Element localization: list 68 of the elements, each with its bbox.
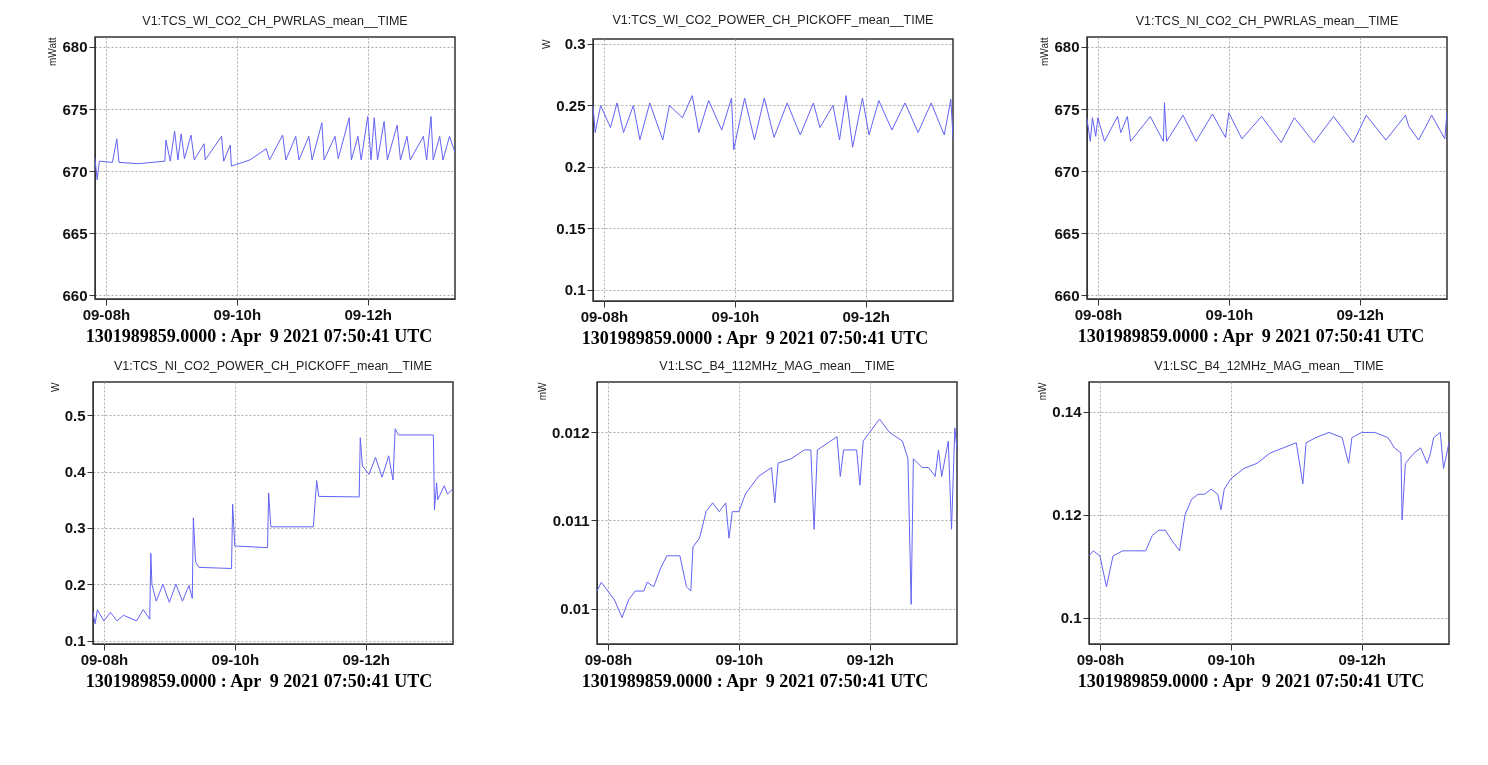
y-axis-title: W: [49, 381, 61, 392]
y-tick-label: 680: [62, 38, 88, 56]
chart-title: V1:TCS_NI_CO2_POWER_CH_PICKOFF_mean__TIME: [113, 358, 432, 373]
y-tick-label: 0.1: [1060, 609, 1082, 627]
y-axis-title: W: [541, 38, 553, 49]
x-tick-label: 09-10h: [711, 307, 760, 325]
text: 1301989859.0000 : Apr 9 2021 07:50:41 UTC: [1077, 671, 1425, 692]
x-tick-label: 09-10h: [1207, 650, 1256, 668]
y-tick-label: 0.2: [564, 158, 586, 176]
y-tick-label: 680: [1054, 38, 1080, 56]
y-tick-label: 0.12: [1052, 506, 1082, 524]
line-series: [593, 95, 953, 151]
y-tick-label: 0.012: [551, 423, 590, 441]
x-tick-label: 09-12h: [1336, 305, 1384, 323]
y-tick-label: 0.011: [552, 512, 590, 529]
chart-title: V1:TCS_NI_CO2_CH_PWRLAS_mean__TIME: [1135, 13, 1399, 28]
y-tick-label: 660: [62, 286, 88, 304]
x-tick-label: 09-10h: [211, 650, 259, 668]
y-tick-label: 0.2: [64, 575, 85, 593]
y-tick-label: 670: [1054, 162, 1080, 180]
line-series: [597, 418, 957, 619]
y-axis-title: mWatt: [47, 37, 59, 67]
text: 1301989859.0000 : Apr 9 2021 07:50:41 UTC: [581, 671, 929, 692]
line-series: [92, 428, 453, 625]
x-tick-label: 09-12h: [1338, 650, 1386, 668]
x-tick-label: 09-08h: [82, 305, 131, 323]
x-tick-label: 09-08h: [1076, 650, 1125, 668]
x-tick-label: 09-10h: [213, 305, 262, 323]
y-tick-label: 0.01: [560, 600, 590, 618]
x-tick-label: 09-08h: [1074, 305, 1123, 323]
y-axis-title: mW: [1037, 381, 1049, 401]
y-tick-label: 660: [1054, 286, 1080, 304]
line-series: [95, 115, 455, 181]
y-tick-label: 0.15: [556, 219, 586, 237]
chart-title: V1:LSC_B4_112MHz_MAG_mean__TIME: [659, 358, 895, 373]
x-tick-label: 09-08h: [584, 650, 633, 668]
y-tick-label: 675: [1054, 100, 1080, 118]
y-tick-label: 0.1: [564, 281, 586, 299]
x-tick-label: 09-10h: [1205, 305, 1254, 323]
y-axis-title: mW: [536, 381, 548, 401]
y-tick-label: 665: [62, 224, 88, 242]
y-tick-label: 670: [62, 162, 88, 180]
y-tick-label: 665: [1054, 224, 1080, 242]
y-tick-label: 0.25: [556, 96, 586, 114]
x-tick-label: 09-12h: [344, 305, 392, 323]
y-axis-title: mWatt: [1039, 37, 1051, 67]
x-tick-label: 09-12h: [842, 307, 890, 325]
line-series: [1087, 102, 1447, 144]
y-tick-label: 675: [62, 100, 88, 118]
x-tick-label: 09-12h: [846, 650, 894, 668]
x-tick-label: 09-08h: [580, 307, 629, 325]
x-tick-label: 09-10h: [715, 650, 764, 668]
y-tick-label: 0.3: [64, 519, 85, 537]
line-series: [1089, 431, 1449, 588]
y-tick-label: 0.3: [564, 35, 586, 53]
text: 1301989859.0000 : Apr 9 2021 07:50:41 UTC: [85, 326, 433, 347]
x-tick-label: 09-12h: [341, 650, 390, 668]
chart-title: V1:TCS_WI_CO2_POWER_CH_PICKOFF_mean__TIME: [612, 13, 934, 28]
x-tick-label: 09-08h: [80, 650, 128, 668]
y-tick-label: 0.14: [1052, 403, 1083, 421]
text: 1301989859.0000 : Apr 9 2021 07:50:41 UTC: [1077, 326, 1425, 347]
y-tick-label: 0.1: [64, 632, 85, 650]
text: 1301989859.0000 : Apr 9 2021 07:50:41 UTC: [581, 328, 929, 349]
chart-title: V1:TCS_WI_CO2_CH_PWRLAS_mean__TIME: [142, 13, 408, 28]
text: 1301989859.0000 : Apr 9 2021 07:50:41 UTC: [85, 671, 433, 692]
chart-title: V1:LSC_B4_12MHz_MAG_mean__TIME: [1154, 358, 1384, 373]
y-tick-label: 0.4: [64, 463, 86, 481]
y-tick-label: 0.5: [64, 406, 85, 424]
